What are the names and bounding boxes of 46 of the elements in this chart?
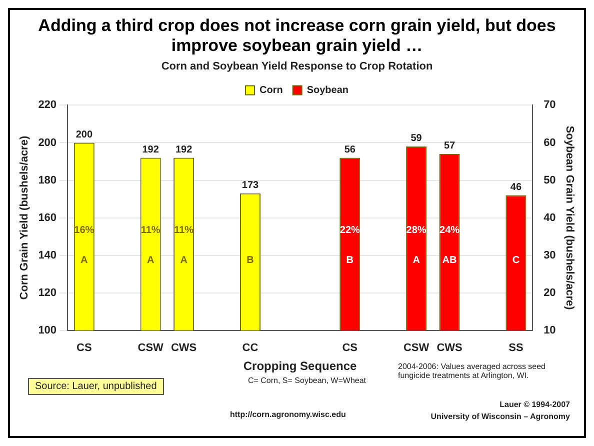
text: 2004-2006: Values averaged across seed fungicide treatments at Arlington, WI.	[398, 362, 547, 380]
x-tick-label: CS	[76, 342, 92, 354]
data-label: 57	[444, 140, 456, 152]
data-label: 192	[175, 144, 193, 156]
x-tick-label: CC	[242, 342, 258, 354]
text: 11% A	[140, 225, 160, 266]
y2-tick-label: 20	[544, 286, 556, 299]
y-tick-label: 160	[38, 212, 57, 224]
data-label: 56	[344, 144, 356, 156]
x-axis-title: Cropping Sequence	[243, 359, 358, 374]
text: http://corn.agronomy.wisc.edu	[230, 410, 346, 419]
y2-tick-label: 40	[544, 212, 556, 224]
chart-subtitle: Corn and Soybean Yield Response to Crop Rotation	[161, 60, 433, 73]
data-label: 200	[76, 129, 93, 140]
x-tick-label: CS	[342, 342, 358, 354]
text: University of Wisconsin – Agronomy	[430, 412, 570, 421]
y2-tick-label: 60	[544, 136, 556, 149]
text: Lauer © 1994-2007	[500, 400, 570, 409]
x-tick-label: CSW	[403, 342, 430, 354]
x-tick-label: CSW	[138, 342, 164, 354]
x-tick-label: SS	[508, 342, 524, 354]
x-tick-label: CWS	[436, 342, 462, 354]
y-tick-label: 120	[38, 286, 57, 299]
annotation: C	[512, 255, 520, 266]
chart-title: Adding a third crop does not increase corn grain yield, but does improve soybean grain yield …	[37, 15, 557, 57]
annotation: B	[246, 255, 254, 266]
y2-tick-label: 10	[544, 324, 556, 336]
data-label: 59	[410, 133, 422, 144]
y2-axis-title: Soybean Grain Yield (bushels/acre)	[563, 126, 576, 310]
y-tick-label: 180	[38, 174, 57, 186]
text: C= Corn, S= Soybean, W=Wheat	[246, 376, 368, 385]
data-label: 192	[142, 144, 160, 156]
y-tick-label: 200	[38, 136, 57, 149]
legend-label: Soybean	[306, 84, 349, 96]
x-tick-label: CWS	[170, 342, 197, 354]
source-note: Source: Lauer, unpublished	[28, 378, 164, 395]
y2-tick-label: 30	[544, 249, 556, 262]
data-label: 173	[242, 180, 260, 192]
y2-tick-label: 50	[544, 174, 556, 186]
y2-tick-label: 70	[544, 99, 556, 112]
data-label: 46	[510, 182, 522, 194]
y-tick-label: 220	[38, 99, 57, 112]
y-tick-label: 140	[38, 249, 57, 262]
legend-label: Corn	[259, 84, 283, 96]
y-axis-title: Corn Grain Yield (bushels/acre)	[18, 136, 31, 300]
y-tick-label: 100	[38, 324, 57, 336]
